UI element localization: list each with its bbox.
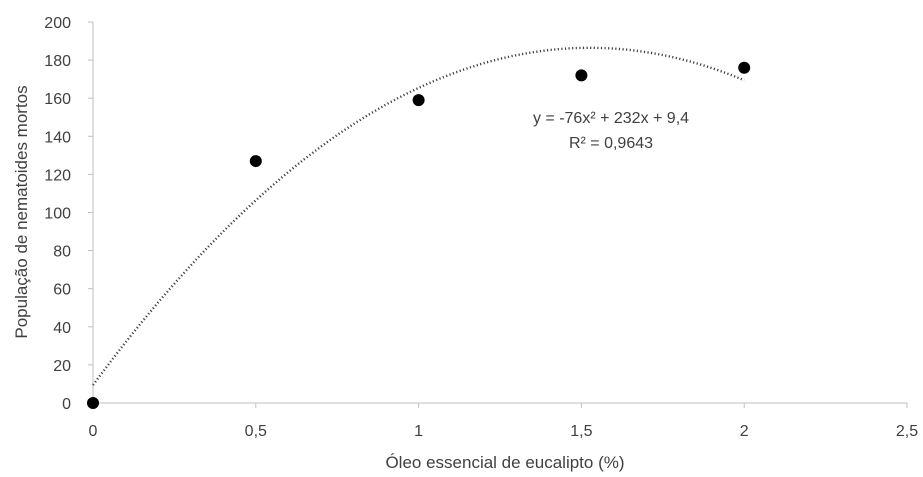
y-tick-label: 40 (53, 320, 71, 337)
trendline-equation: y = -76x² + 232x + 9,4 (533, 110, 689, 127)
data-point (87, 397, 99, 409)
y-tick-label: 140 (44, 129, 71, 146)
y-tick-label: 120 (44, 167, 71, 184)
x-tick-label: 0 (89, 423, 98, 440)
r-squared-label: R² = 0,9643 (569, 135, 653, 152)
y-tick-label: 200 (44, 15, 71, 32)
data-point (575, 69, 588, 82)
x-axis-title: Óleo essencial de eucalipto (%) (385, 453, 624, 472)
trendline (92, 46, 745, 386)
y-tick-label: 60 (53, 282, 71, 299)
x-tick-label: 2 (740, 423, 749, 440)
y-tick-label: 20 (53, 358, 71, 375)
x-tick-label: 1,5 (570, 423, 592, 440)
trendline-layer (92, 46, 745, 386)
data-point (412, 94, 425, 107)
tick-labels: 0 20 40 60 80 100 120 140 160 180 200 0 0,5 1 1,5 2 2,5 (44, 15, 918, 440)
y-tick-label: 100 (44, 206, 71, 223)
axes (88, 21, 908, 408)
y-tick-label: 0 (62, 396, 71, 413)
x-tick-label: 0,5 (245, 423, 267, 440)
y-axis-title: População de nematoides mortos (12, 85, 31, 338)
data-point (249, 155, 262, 168)
y-tick-label: 180 (44, 53, 71, 70)
data-points (87, 61, 751, 409)
x-tick-label: 1 (414, 423, 423, 440)
y-tick-label: 80 (53, 244, 71, 261)
x-tick-label: 2,5 (896, 423, 918, 440)
y-tick-label: 160 (44, 91, 71, 108)
data-point (738, 61, 751, 74)
